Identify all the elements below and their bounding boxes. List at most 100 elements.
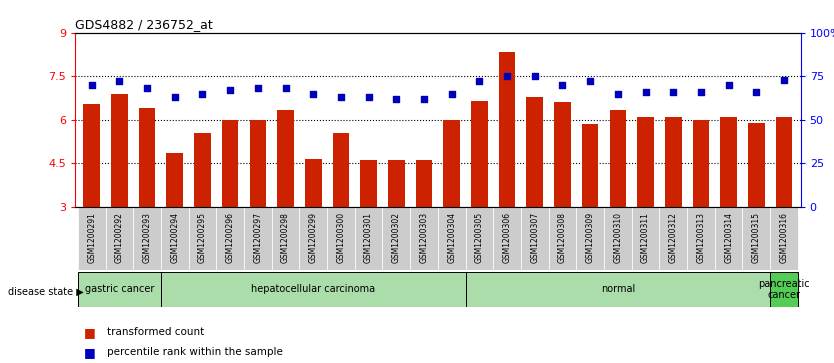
- Bar: [444, 120, 460, 207]
- FancyBboxPatch shape: [549, 207, 576, 270]
- Bar: [526, 97, 543, 207]
- Bar: [776, 117, 792, 207]
- Point: [279, 86, 292, 91]
- Text: GSM1200308: GSM1200308: [558, 212, 567, 263]
- Point: [722, 82, 736, 88]
- Point: [500, 73, 514, 79]
- Bar: [167, 153, 183, 207]
- Point: [362, 94, 375, 100]
- Text: GSM1200297: GSM1200297: [254, 212, 263, 263]
- FancyBboxPatch shape: [161, 207, 188, 270]
- Point: [334, 94, 348, 100]
- Text: GSM1200292: GSM1200292: [115, 212, 124, 263]
- FancyBboxPatch shape: [438, 207, 465, 270]
- FancyBboxPatch shape: [106, 207, 133, 270]
- Text: GSM1200301: GSM1200301: [364, 212, 373, 263]
- Point: [251, 86, 264, 91]
- Bar: [83, 104, 100, 207]
- Bar: [637, 117, 654, 207]
- Text: GSM1200296: GSM1200296: [226, 212, 234, 263]
- Text: GSM1200313: GSM1200313: [696, 212, 706, 263]
- Bar: [692, 120, 709, 207]
- Text: GSM1200316: GSM1200316: [780, 212, 788, 263]
- Point: [168, 94, 182, 100]
- Text: ■: ■: [83, 326, 95, 339]
- Point: [85, 82, 98, 88]
- Text: GSM1200314: GSM1200314: [724, 212, 733, 263]
- Text: GSM1200302: GSM1200302: [392, 212, 401, 263]
- FancyBboxPatch shape: [78, 272, 161, 307]
- FancyBboxPatch shape: [161, 272, 465, 307]
- FancyBboxPatch shape: [521, 207, 549, 270]
- Point: [140, 86, 153, 91]
- FancyBboxPatch shape: [272, 207, 299, 270]
- Text: GSM1200298: GSM1200298: [281, 212, 290, 263]
- Bar: [333, 133, 349, 207]
- Bar: [360, 160, 377, 207]
- Bar: [305, 159, 322, 207]
- Point: [224, 87, 237, 93]
- Text: GSM1200304: GSM1200304: [447, 212, 456, 263]
- Bar: [665, 117, 681, 207]
- Text: GSM1200310: GSM1200310: [613, 212, 622, 263]
- Bar: [610, 110, 626, 207]
- Point: [555, 82, 569, 88]
- Bar: [748, 123, 765, 207]
- Point: [417, 96, 430, 102]
- FancyBboxPatch shape: [604, 207, 631, 270]
- Point: [611, 91, 625, 97]
- Point: [389, 96, 403, 102]
- Point: [639, 89, 652, 95]
- FancyBboxPatch shape: [660, 207, 687, 270]
- FancyBboxPatch shape: [216, 207, 244, 270]
- Text: GSM1200293: GSM1200293: [143, 212, 152, 263]
- FancyBboxPatch shape: [576, 207, 604, 270]
- FancyBboxPatch shape: [327, 207, 354, 270]
- Bar: [499, 52, 515, 207]
- Point: [750, 89, 763, 95]
- FancyBboxPatch shape: [770, 272, 798, 307]
- Text: hepatocellular carcinoma: hepatocellular carcinoma: [251, 285, 375, 294]
- Bar: [222, 120, 239, 207]
- FancyBboxPatch shape: [493, 207, 521, 270]
- Bar: [194, 133, 211, 207]
- Text: GSM1200291: GSM1200291: [88, 212, 96, 263]
- Text: pancreatic
cancer: pancreatic cancer: [758, 279, 810, 300]
- Point: [666, 89, 680, 95]
- FancyBboxPatch shape: [715, 207, 742, 270]
- Bar: [582, 124, 599, 207]
- Bar: [277, 110, 294, 207]
- Text: GSM1200309: GSM1200309: [585, 212, 595, 263]
- Point: [196, 91, 209, 97]
- Text: GSM1200299: GSM1200299: [309, 212, 318, 263]
- Text: GSM1200311: GSM1200311: [641, 212, 650, 263]
- Point: [694, 89, 707, 95]
- FancyBboxPatch shape: [770, 207, 798, 270]
- Bar: [249, 120, 266, 207]
- Text: GSM1200315: GSM1200315: [751, 212, 761, 263]
- Point: [113, 78, 126, 84]
- FancyBboxPatch shape: [244, 207, 272, 270]
- Point: [584, 78, 597, 84]
- Text: GSM1200294: GSM1200294: [170, 212, 179, 263]
- Point: [445, 91, 459, 97]
- Text: percentile rank within the sample: percentile rank within the sample: [107, 347, 283, 357]
- FancyBboxPatch shape: [383, 207, 410, 270]
- FancyBboxPatch shape: [410, 207, 438, 270]
- Text: ■: ■: [83, 346, 95, 359]
- FancyBboxPatch shape: [631, 207, 660, 270]
- FancyBboxPatch shape: [299, 207, 327, 270]
- FancyBboxPatch shape: [687, 207, 715, 270]
- FancyBboxPatch shape: [465, 272, 770, 307]
- Text: GSM1200312: GSM1200312: [669, 212, 678, 263]
- Bar: [471, 101, 488, 207]
- FancyBboxPatch shape: [78, 207, 106, 270]
- Text: gastric cancer: gastric cancer: [85, 285, 154, 294]
- Point: [777, 77, 791, 83]
- Text: disease state ▶: disease state ▶: [8, 287, 84, 297]
- Bar: [388, 160, 404, 207]
- Point: [473, 78, 486, 84]
- Text: normal: normal: [600, 285, 635, 294]
- FancyBboxPatch shape: [188, 207, 216, 270]
- Bar: [111, 94, 128, 207]
